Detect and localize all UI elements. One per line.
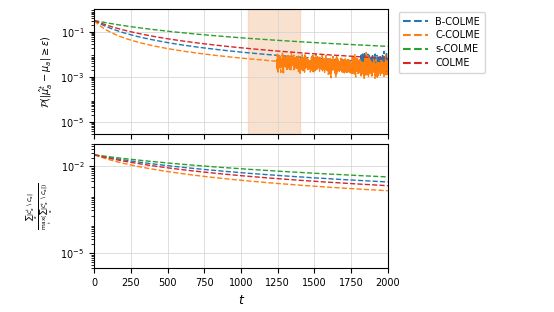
COLME [91, 19, 98, 22]
COLME [384, 56, 391, 60]
COLME [230, 45, 237, 49]
COLME [217, 44, 223, 47]
B-COLME [91, 19, 98, 22]
Y-axis label: $\mathcal{P}(|\hat{\mu}_a^t - \mu_a| \geq \epsilon)$: $\mathcal{P}(|\hat{\mu}_a^t - \mu_a| \ge… [38, 35, 55, 108]
Line: s-COLME: s-COLME [94, 21, 388, 46]
C-COLME [384, 57, 391, 61]
Line: C-COLME: C-COLME [94, 21, 388, 78]
Line: B-COLME: B-COLME [94, 21, 388, 72]
B-COLME [304, 56, 311, 60]
C-COLME [361, 64, 367, 68]
C-COLME [230, 56, 237, 59]
Legend: B-COLME, C-COLME, s-COLME, COLME: B-COLME, C-COLME, s-COLME, COLME [398, 12, 485, 73]
C-COLME [304, 65, 311, 68]
Line: COLME: COLME [94, 21, 388, 58]
B-COLME [383, 70, 390, 74]
s-COLME [376, 44, 382, 48]
Bar [248, 9, 300, 134]
COLME [214, 43, 221, 47]
s-COLME [304, 40, 311, 44]
B-COLME [230, 50, 237, 53]
X-axis label: t: t [239, 294, 243, 307]
C-COLME [214, 54, 221, 57]
s-COLME [214, 34, 221, 38]
C-COLME [91, 19, 98, 22]
s-COLME [384, 45, 391, 48]
COLME [304, 51, 311, 55]
s-COLME [361, 43, 367, 47]
C-COLME [217, 54, 223, 58]
B-COLME [361, 58, 367, 62]
B-COLME [376, 65, 382, 69]
C-COLME [376, 66, 382, 70]
B-COLME [214, 48, 221, 51]
s-COLME [217, 34, 223, 38]
s-COLME [230, 35, 237, 39]
C-COLME [374, 76, 381, 80]
COLME [361, 55, 367, 59]
B-COLME [384, 63, 391, 67]
s-COLME [91, 19, 98, 22]
B-COLME [217, 48, 223, 52]
COLME [376, 56, 382, 60]
Y-axis label: $\frac{\sum_a |\mathcal{C}_a^t \setminus \mathcal{C}_a|}{\max_t(\sum_a |\mathcal: $\frac{\sum_a |\mathcal{C}_a^t \setminus… [24, 182, 55, 230]
